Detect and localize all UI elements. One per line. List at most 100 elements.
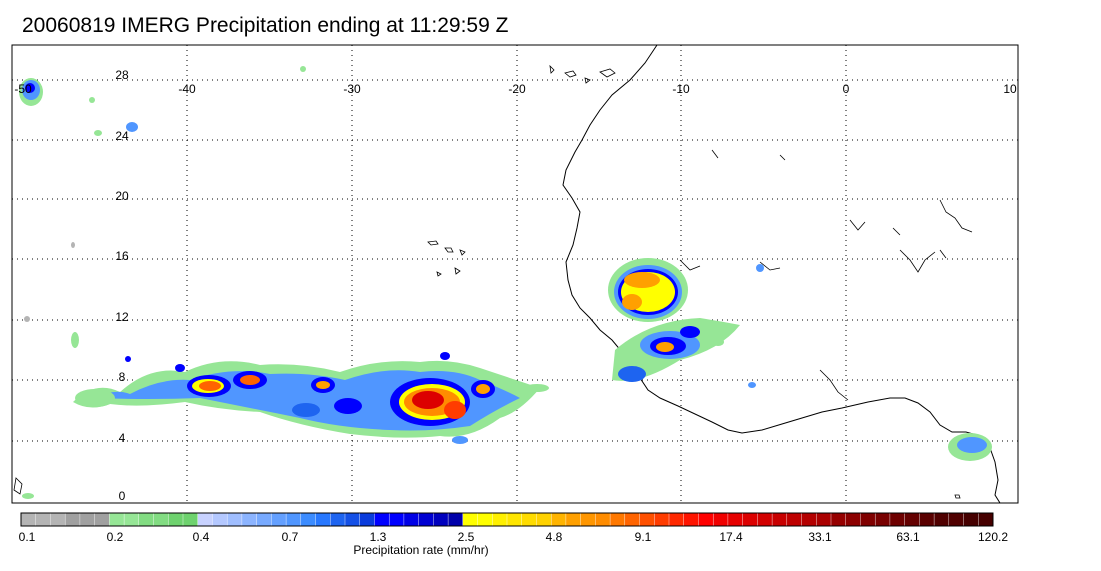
colorbar-cell [256,512,272,527]
page-title: 20060819 IMERG Precipitation ending at 1… [22,14,509,37]
colorbar-cell [388,512,405,527]
colorbar-tick-labels: 0.1 0.2 0.4 0.7 1.3 2.5 4.8 9.1 17.4 33.… [19,530,1009,544]
colorbar-cell [727,512,744,527]
colorbar-cell [50,512,66,527]
colorbar-cell [565,512,582,527]
longitude-labels: -50 -40 -30 -20 -10 0 10 [14,82,1017,96]
lon-label: -50 [14,82,32,96]
precip-cell-guinea [612,318,740,382]
colorbar-tick: 33.1 [808,530,832,544]
colorbar-cell [241,512,258,527]
colorbar-tick: 2.5 [458,530,475,544]
lon-label: 0 [843,82,850,96]
colorbar-cell [447,512,464,527]
colorbar-tick: 0.4 [193,530,210,544]
colorbar-cell [359,512,375,527]
colorbar-cell [285,512,302,527]
lat-label: 28 [115,68,129,82]
colorbar-label: Precipitation rate (mm/hr) [353,543,488,557]
colorbar-cell [197,512,213,527]
colorbar-cell [742,512,758,527]
colorbar-tick: 1.3 [370,530,387,544]
colorbar-cell [580,512,596,527]
colorbar-cell [418,512,434,527]
precip-speck [712,338,724,346]
colorbar-cell [521,512,537,527]
colorbar-tick: 17.4 [719,530,743,544]
colorbar-cell [79,512,96,527]
precipitation-fields [19,66,992,499]
colorbar-cell [403,512,420,527]
colorbar-cell [771,512,788,527]
colorbar-cell [919,512,935,527]
precip-speck [24,316,30,322]
precip-speck [75,389,115,407]
precip-speck [756,264,764,272]
colorbar-cell [64,512,81,527]
colorbar-cell [889,512,906,527]
lon-label: -10 [672,82,690,96]
colorbar-cell [801,512,817,527]
colorbar-cell [933,512,950,527]
colorbar-cell [123,512,140,527]
precip-speck [125,356,131,362]
colorbar-cell [948,512,965,527]
colorbar-cell [757,512,773,527]
precip-speck [89,97,95,103]
precip-speck [71,242,75,248]
colorbar-cell [344,512,361,527]
colorbar-cell [624,512,641,527]
colorbar-cell [668,512,685,527]
colorbar-cell [271,512,287,527]
colorbar-cell [506,512,523,527]
colorbar-cell [109,512,125,527]
colorbar-tick: 0.1 [19,530,36,544]
colorbar-cell [830,512,847,527]
inland-water-features [679,149,973,401]
colorbar-cell [595,512,611,527]
lat-label: 16 [115,249,129,263]
precip-speck [748,382,756,388]
colorbar-cell [860,512,876,527]
precip-speck [71,332,79,348]
map-frame [11,44,1019,504]
colorbar-cell [315,512,331,527]
colorbar-tick: 0.2 [107,530,124,544]
colorbar-cell [845,512,861,527]
colorbar-cell [226,512,243,527]
lon-label: -20 [508,82,526,96]
colorbar-cell [978,512,994,527]
latitude-labels: 28 24 20 16 12 8 4 0 [115,68,129,503]
colorbar-cell [874,512,891,527]
west-africa-coastline [562,44,1001,504]
lon-label: -30 [343,82,361,96]
colorbar-cell [20,512,37,527]
precip-speck [300,66,306,72]
colorbar-cell [698,512,714,527]
lat-label: 8 [119,370,126,384]
colorbar-cell [816,512,832,527]
colorbar-cell [536,512,552,527]
colorbar-cell [153,512,169,527]
colorbar-cell [212,512,228,527]
colorbar-tick: 63.1 [896,530,920,544]
colorbar-cells [20,512,994,527]
colorbar-cell [300,512,317,527]
colorbar-cell [639,512,655,527]
precip-cell-senegal [608,258,688,322]
colorbar-cell [182,512,199,527]
lon-label: -40 [178,82,196,96]
colorbar-cell [330,512,346,527]
colorbar-cell [786,512,803,527]
colorbar-tick: 0.7 [282,530,299,544]
lat-label: 0 [119,489,126,503]
colorbar-tick: 9.1 [635,530,652,544]
precip-speck [126,122,138,132]
colorbar-cell [609,512,626,527]
precip-speck [94,130,102,136]
lat-label: 12 [115,310,129,324]
colorbar-tick: 120.2 [978,530,1008,544]
itcz-rain-band [73,352,540,444]
colorbar-cell [433,512,449,527]
